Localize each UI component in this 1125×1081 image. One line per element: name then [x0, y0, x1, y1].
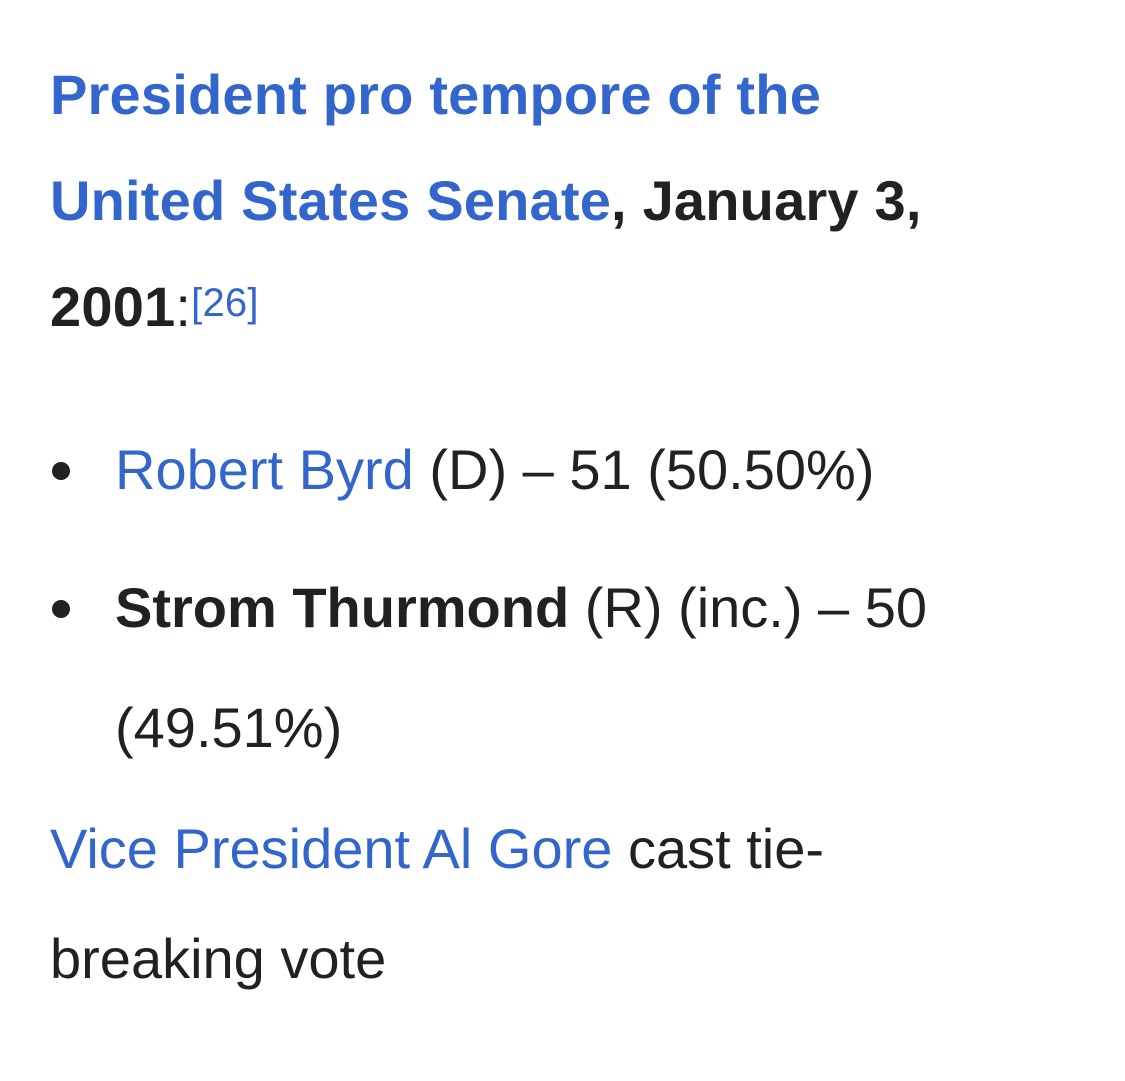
citation-link[interactable]: [26]	[191, 281, 259, 325]
president-pro-tempore-link[interactable]: President pro tempore of the	[50, 63, 822, 126]
list-item: Strom Thurmond (R) (inc.) – 50 (49.51%)	[50, 548, 1090, 788]
result-row-continued: (49.51%)	[115, 668, 1090, 788]
note-text: cast tie-	[612, 817, 825, 880]
result-details: (D) – 51 (50.50%)	[413, 438, 875, 501]
heading-line-1: President pro tempore of the	[50, 42, 1090, 148]
result-row: Robert Byrd (D) – 51 (50.50%)	[115, 410, 1090, 530]
note-line-2: breaking vote	[50, 904, 1090, 1014]
bullet-icon	[52, 462, 70, 480]
candidate-link-robert-byrd[interactable]: Robert Byrd	[115, 438, 414, 501]
bullet-icon	[52, 600, 70, 618]
result-list: Robert Byrd (D) – 51 (50.50%) Strom Thur…	[50, 410, 1090, 788]
candidate-name-strom-thurmond: Strom Thurmond	[115, 576, 570, 639]
vice-president-al-gore-link[interactable]: Vice President Al Gore	[50, 817, 613, 880]
heading-line-3: 2001:[26]	[50, 254, 1090, 360]
result-percentage: (49.51%)	[115, 696, 343, 759]
result-row: Strom Thurmond (R) (inc.) – 50	[115, 548, 1090, 668]
heading-colon: :	[175, 275, 192, 338]
section-heading: President pro tempore of the United Stat…	[50, 42, 1090, 360]
heading-date-part1: , January 3,	[611, 169, 922, 232]
heading-date-part2: 2001	[50, 275, 176, 338]
heading-line-2: United States Senate, January 3,	[50, 148, 1090, 254]
note-line-1: Vice President Al Gore cast tie-	[50, 794, 1090, 904]
us-senate-link[interactable]: United States Senate	[50, 169, 612, 232]
result-details: (R) (inc.) – 50	[569, 576, 928, 639]
note-text-continued: breaking vote	[50, 927, 387, 990]
tie-break-note: Vice President Al Gore cast tie- breakin…	[50, 794, 1090, 1014]
list-item: Robert Byrd (D) – 51 (50.50%)	[50, 410, 1090, 530]
citation-superscript: [26]	[191, 281, 259, 325]
